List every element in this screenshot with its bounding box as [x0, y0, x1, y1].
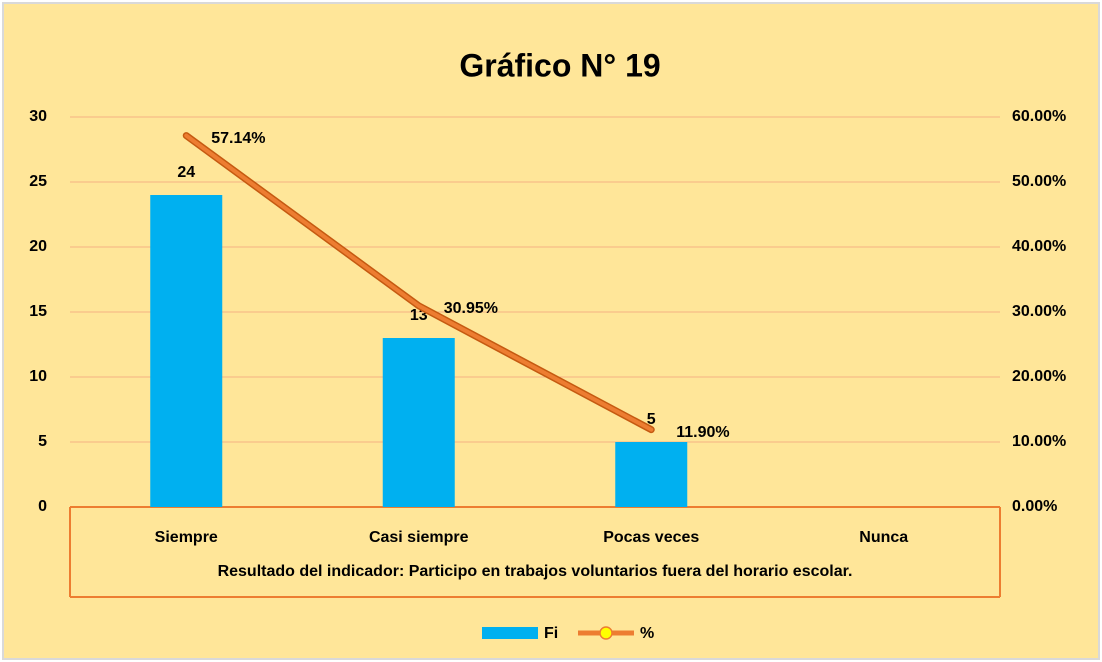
legend-label: Fi [544, 625, 558, 642]
x-tick-label: Siempre [155, 529, 218, 546]
y2-tick-label: 60.00% [1012, 108, 1066, 125]
bar [150, 195, 223, 507]
data-label: 57.14% [211, 130, 265, 147]
x-tick-label: Casi siempre [369, 529, 469, 546]
y-tick-label: 10 [29, 368, 47, 385]
bar [382, 338, 455, 507]
x-axis [69, 506, 1001, 598]
bar [615, 442, 688, 507]
x-axis-title: Resultado del indicador: Participo en tr… [218, 563, 853, 580]
data-label: 5 [647, 411, 656, 428]
legend-swatch [482, 627, 538, 639]
line [184, 133, 654, 432]
y2-tick-label: 0.00% [1012, 498, 1057, 515]
x-tick-label: Nunca [859, 529, 908, 546]
y2-tick-label: 10.00% [1012, 433, 1066, 450]
data-label: 30.95% [444, 300, 498, 317]
legend-marker [599, 626, 613, 640]
y2-tick-label: 30.00% [1012, 303, 1066, 320]
y-tick-label: 20 [29, 238, 47, 255]
y2-tick-label: 20.00% [1012, 368, 1066, 385]
y-tick-label: 15 [29, 303, 47, 320]
y-tick-label: 5 [38, 433, 47, 450]
y-tick-label: 25 [29, 173, 47, 190]
y-tick-label: 0 [38, 498, 47, 515]
x-tick-label: Pocas veces [603, 529, 699, 546]
legend-label: % [640, 625, 654, 642]
y-tick-label: 30 [29, 108, 47, 125]
chart-title: Gráfico N° 19 [459, 47, 660, 83]
data-label: 11.90% [676, 424, 729, 441]
data-label: 24 [177, 164, 195, 181]
y2-tick-label: 50.00% [1012, 173, 1066, 190]
y2-tick-label: 40.00% [1012, 238, 1066, 255]
